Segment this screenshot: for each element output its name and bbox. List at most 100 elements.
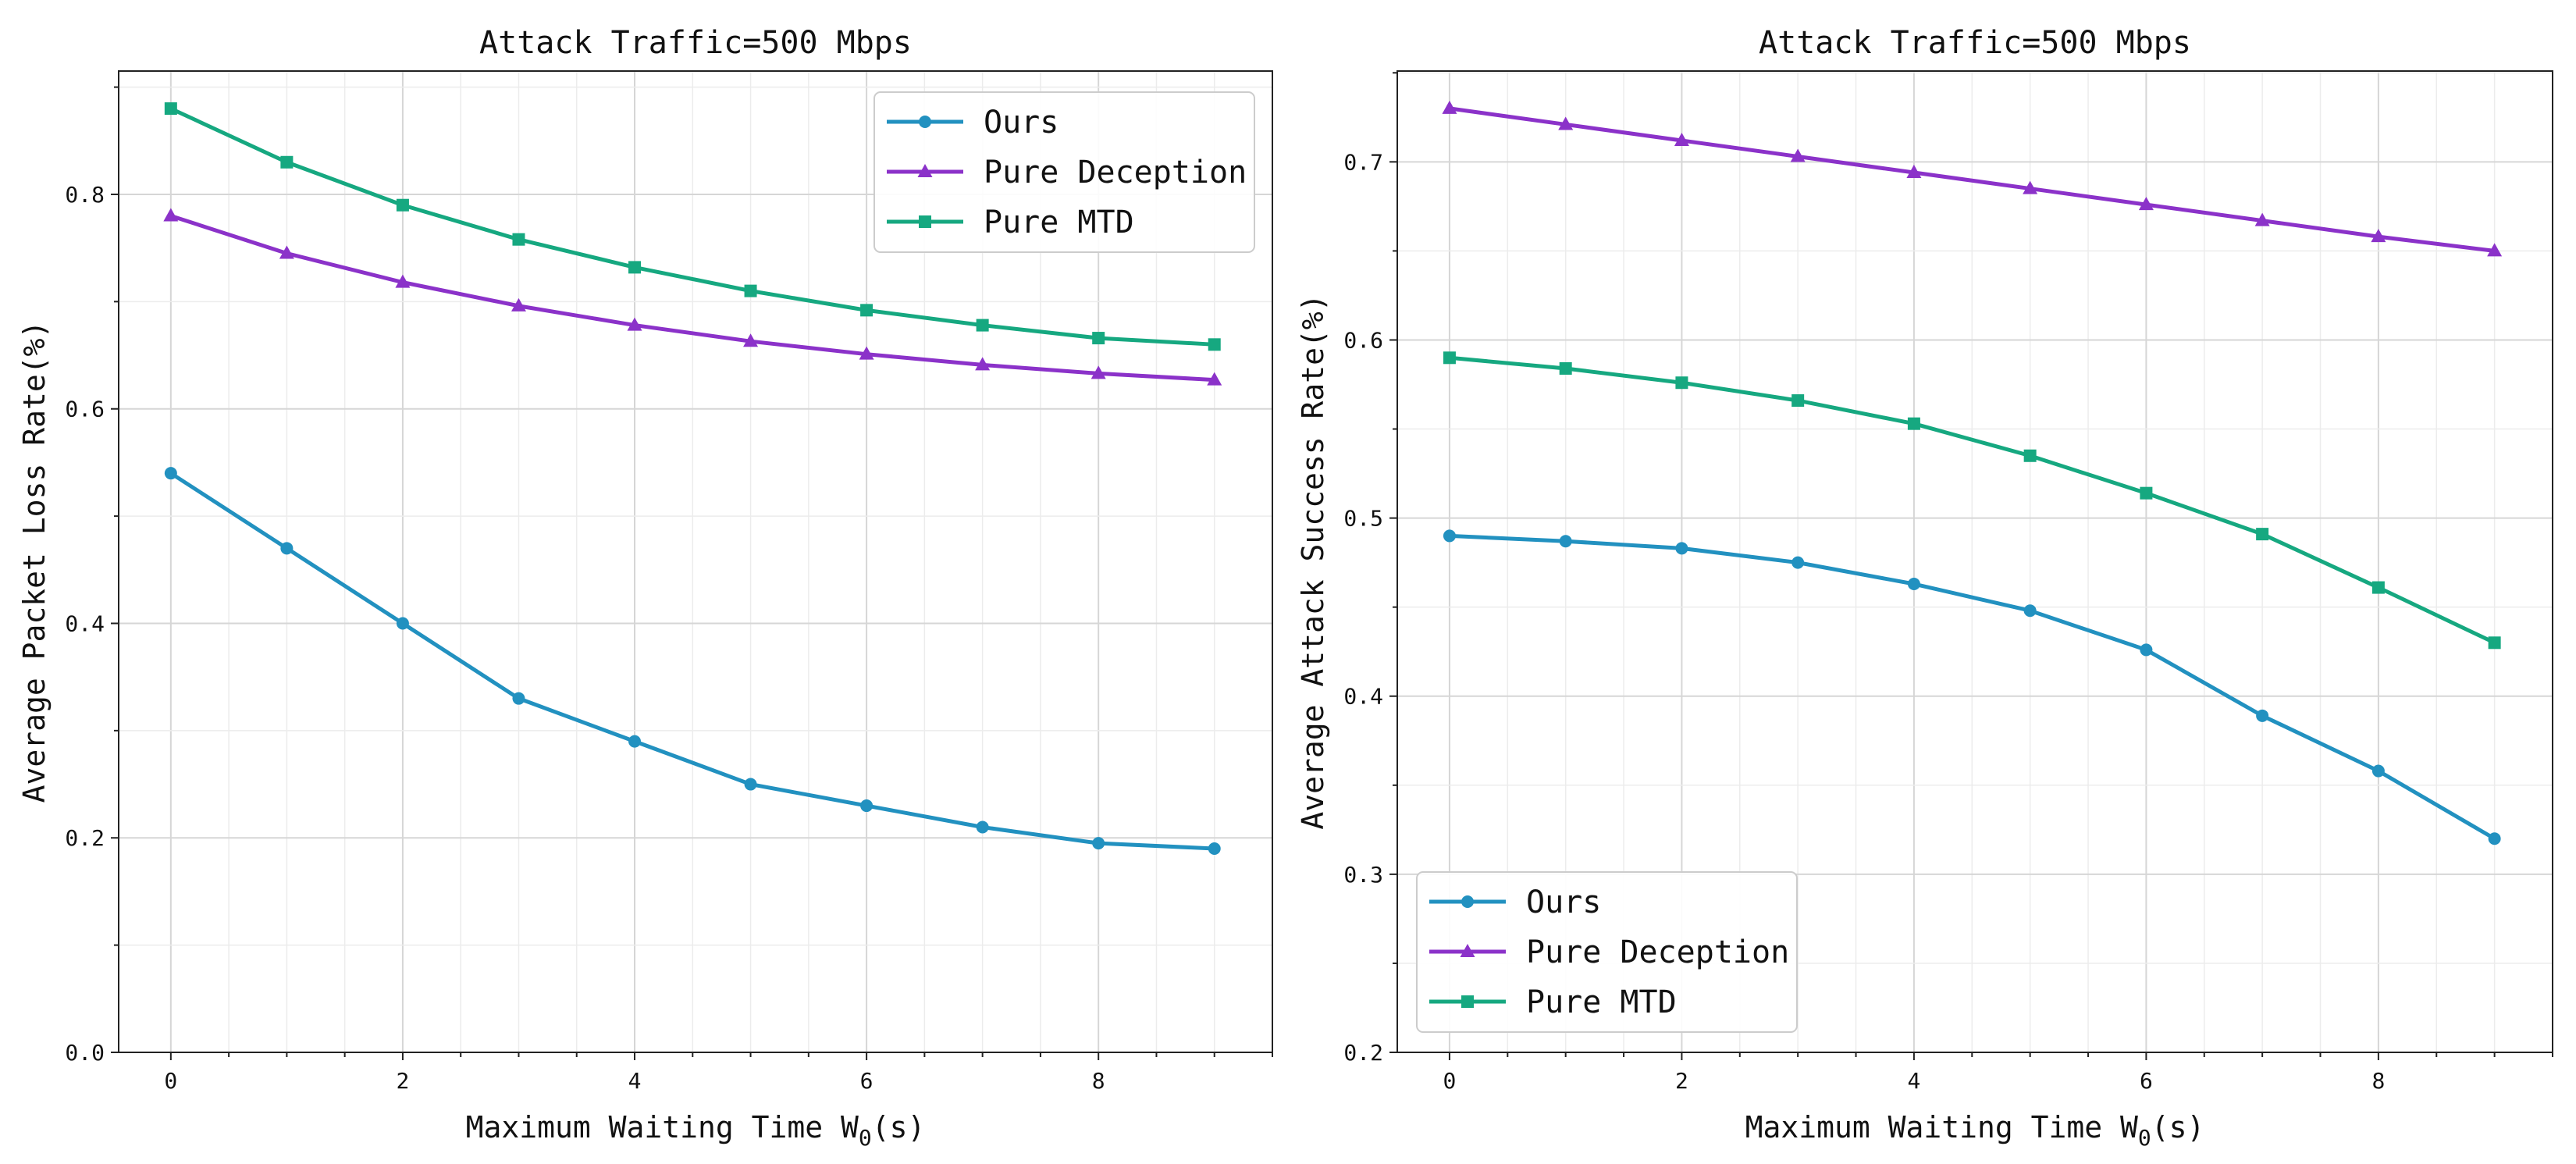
legend-item: Ours xyxy=(887,105,1059,141)
legend-label: Pure MTD xyxy=(1526,984,1677,1020)
data-point xyxy=(1674,132,1689,146)
x-tick-label: 8 xyxy=(2371,1068,2385,1094)
data-point xyxy=(512,233,525,246)
y-tick-label: 0.7 xyxy=(1343,149,1383,175)
data-point xyxy=(975,357,991,371)
series-line xyxy=(1447,533,2497,841)
data-point xyxy=(164,102,177,116)
legend-label: Ours xyxy=(984,105,1059,141)
legend-box xyxy=(873,91,1255,253)
data-point xyxy=(627,317,642,331)
x-tick-label: 8 xyxy=(1092,1068,1105,1094)
legend: Ours Pure Deception Pure MTD xyxy=(1416,871,1798,1033)
data-point xyxy=(1675,542,1688,555)
data-point xyxy=(1091,365,1106,379)
data-point xyxy=(164,467,177,480)
x-axis-label: Maximum Waiting Time W0(s) xyxy=(466,1110,926,1151)
data-point xyxy=(2023,449,2037,462)
chart-title: Attack Traffic=500 Mbps xyxy=(1759,25,2191,61)
data-point xyxy=(976,820,989,834)
plot-frame xyxy=(118,70,1273,1053)
data-point xyxy=(744,284,757,297)
y-tick-label: 0.6 xyxy=(65,397,105,422)
data-point xyxy=(2140,643,2153,657)
data-point xyxy=(628,735,642,748)
data-point xyxy=(1442,100,1457,114)
data-point xyxy=(1907,417,1920,430)
data-point xyxy=(2488,832,2501,845)
y-axis-label: Average Packet Loss Rate(%) xyxy=(17,321,52,803)
series-line xyxy=(1447,355,2497,645)
legend-item: Pure MTD xyxy=(1429,984,1677,1020)
data-point xyxy=(2140,486,2153,500)
y-tick-label: 0.2 xyxy=(65,825,105,851)
x-tick-label: 4 xyxy=(628,1068,642,1094)
data-point xyxy=(1207,372,1222,386)
data-point xyxy=(2371,229,2386,243)
x-tick-label: 2 xyxy=(396,1068,409,1094)
data-point xyxy=(280,155,294,169)
legend-box xyxy=(1416,871,1798,1033)
series-ours xyxy=(1443,529,2501,845)
plot-frame xyxy=(1397,70,2553,1053)
data-point xyxy=(279,245,294,259)
chart-title: Attack Traffic=500 Mbps xyxy=(479,25,912,61)
data-point xyxy=(1092,332,1105,345)
series-line xyxy=(169,213,1217,383)
data-point xyxy=(1559,361,1572,375)
y-tick-label: 0.2 xyxy=(1343,1040,1383,1066)
data-point xyxy=(1092,837,1105,850)
legend-item: Ours xyxy=(1429,885,1601,920)
data-point xyxy=(1791,556,1805,569)
legend: Ours Pure Deception Pure MTD xyxy=(873,91,1255,253)
y-tick-label: 0.6 xyxy=(1343,327,1383,353)
data-point xyxy=(280,542,294,555)
legend-item: Pure MTD xyxy=(887,205,1134,240)
data-point xyxy=(2371,764,2385,778)
data-point xyxy=(512,692,525,705)
data-point xyxy=(1907,578,1920,591)
data-point xyxy=(1559,535,1572,548)
data-point xyxy=(1443,351,1456,365)
data-point xyxy=(743,333,759,347)
data-point xyxy=(1675,376,1688,390)
legend-label: Pure MTD xyxy=(984,205,1134,240)
data-point xyxy=(860,799,873,813)
y-tick-label: 0.4 xyxy=(1343,684,1383,710)
legend-marker xyxy=(1460,944,1475,957)
x-tick-label: 6 xyxy=(2140,1068,2153,1094)
series-pure-mtd xyxy=(164,102,1221,351)
series-pure-mtd xyxy=(1443,351,2501,650)
legend-label: Pure Deception xyxy=(984,155,1247,190)
y-tick-label: 0.5 xyxy=(1343,506,1383,532)
data-point xyxy=(628,261,642,274)
x-tick-label: 0 xyxy=(164,1068,177,1094)
x-tick-label: 4 xyxy=(1907,1068,1920,1094)
data-point xyxy=(976,319,989,332)
series-ours xyxy=(164,467,1221,855)
data-point xyxy=(2023,604,2037,618)
data-point xyxy=(511,297,526,311)
data-point xyxy=(859,346,874,360)
data-point xyxy=(2256,528,2269,541)
legend-marker xyxy=(1461,995,1474,1008)
series-line xyxy=(169,106,1217,347)
series-line xyxy=(1447,106,2497,253)
data-point xyxy=(2488,636,2501,650)
y-axis-label: Average Attack Success Rate(%) xyxy=(1296,294,1330,829)
data-point xyxy=(395,274,411,288)
y-tick-label: 0.4 xyxy=(65,610,105,636)
legend-marker xyxy=(919,116,931,128)
data-point xyxy=(2138,197,2154,211)
x-tick-label: 0 xyxy=(1443,1068,1457,1094)
data-point xyxy=(860,304,873,317)
data-point xyxy=(396,198,409,212)
legend-item: Pure Deception xyxy=(887,155,1247,190)
data-point xyxy=(2256,709,2269,722)
x-axis-label: Maximum Waiting Time W0(s) xyxy=(1745,1110,2205,1151)
data-point xyxy=(1208,842,1221,855)
legend-label: Pure Deception xyxy=(1526,934,1789,970)
data-point xyxy=(2254,212,2270,226)
data-point xyxy=(1791,394,1805,408)
